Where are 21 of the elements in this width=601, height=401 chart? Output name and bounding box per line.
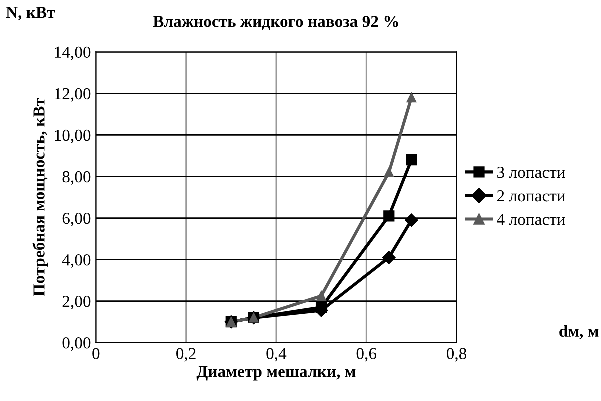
- x-tick-label: 0,8: [446, 348, 467, 362]
- legend-label: 3 лопасти: [498, 166, 566, 178]
- x-tick-label: 0,6: [356, 348, 377, 362]
- y-tick-label: 14,00: [55, 46, 91, 60]
- x-tick-label: 0,2: [176, 348, 196, 362]
- x-tick-label: 0,4: [266, 348, 287, 362]
- y-tick-label: 12,00: [55, 88, 91, 102]
- y-tick-label: 2,00: [62, 296, 91, 310]
- y-tick-label: 10,00: [55, 130, 91, 144]
- legend-label: 2 лопасти: [497, 190, 566, 202]
- chart-title: Влажность жидкого навоза 92 %: [153, 16, 398, 30]
- x-axis-title: Диаметр мешалки, м: [196, 366, 356, 381]
- y-axis-title: Потребная мощность, кВт: [32, 98, 48, 297]
- x-tick-label: 0: [92, 348, 100, 360]
- text: N, кВт: [6, 7, 56, 21]
- text: dм, м: [560, 325, 599, 340]
- legend-label: 4 лопасти: [497, 214, 566, 226]
- y-tick-label: 8,00: [62, 171, 91, 186]
- y-tick-label: 4,00: [62, 254, 91, 268]
- y-tick-label: 6,00: [62, 212, 91, 227]
- y-tick-label: 0,00: [62, 338, 91, 352]
